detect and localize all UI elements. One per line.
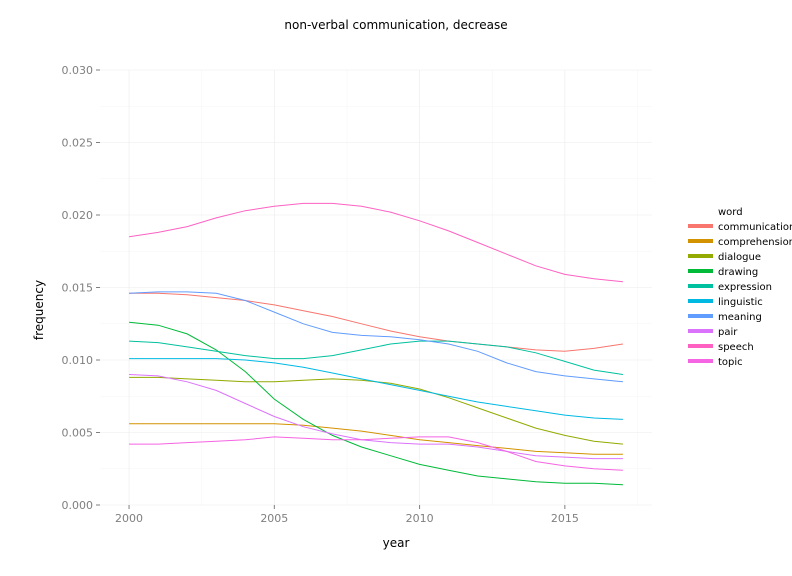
legend-label-drawing: drawing: [718, 267, 758, 278]
y-tick-label: 0.010: [62, 354, 94, 367]
y-tick-label: 0.030: [62, 64, 94, 77]
legend-swatch-speech: [688, 344, 713, 348]
legend-swatch-topic: [688, 359, 713, 363]
legend-swatch-drawing: [688, 269, 713, 273]
y-tick-label: 0.025: [62, 137, 94, 150]
x-tick-label: 2000: [115, 512, 143, 525]
legend: word communication comprehension dialogue d…: [688, 207, 792, 368]
series-line-speech: [129, 202, 623, 283]
grid: [100, 69, 652, 506]
legend-label-comprehension: comprehension: [718, 237, 792, 248]
series-line-linguistic: [129, 358, 623, 420]
y-tick-label: 0.005: [62, 427, 94, 440]
y-tick-label: 0.015: [62, 282, 94, 295]
y-tick-label: 0.020: [62, 209, 94, 222]
series-line-expression: [129, 340, 623, 375]
legend-label-topic: topic: [718, 357, 743, 368]
legend-swatch-meaning: [688, 314, 713, 318]
chart-title: non-verbal communication, decrease: [284, 18, 507, 32]
legend-title: word: [718, 207, 743, 218]
legend-swatch-expression: [688, 284, 713, 288]
legend-label-linguistic: linguistic: [718, 297, 763, 308]
series-line-dialogue: [129, 376, 623, 445]
legend-label-speech: speech: [718, 342, 754, 353]
legend-swatch-dialogue: [688, 254, 713, 258]
series-line-pair: [129, 374, 623, 460]
legend-label-expression: expression: [718, 282, 772, 293]
series-lines: [129, 202, 623, 486]
legend-swatch-linguistic: [688, 299, 713, 303]
y-tick-label: 0.000: [62, 499, 94, 512]
x-tick-label: 2010: [406, 512, 434, 525]
series-line-comprehension: [129, 423, 623, 455]
legend-swatch-pair: [688, 329, 713, 333]
x-axis-title: year: [383, 536, 410, 550]
x-tick-label: 2005: [260, 512, 288, 525]
series-line-drawing: [129, 321, 623, 486]
x-tick-label: 2015: [551, 512, 579, 525]
y-axis-title: frequency: [32, 280, 46, 340]
series-line-meaning: [129, 291, 623, 383]
series-line-communication: [129, 292, 623, 352]
legend-label-communication: communication: [718, 222, 792, 233]
legend-label-dialogue: dialogue: [718, 252, 761, 263]
legend-swatch-comprehension: [688, 239, 713, 243]
axes: 0.000 0.005 0.010 0.015 0.020 0.025 0.030 2000 2…: [62, 64, 579, 525]
legend-label-meaning: meaning: [718, 312, 762, 323]
series-line-topic: [129, 436, 623, 471]
legend-label-pair: pair: [718, 327, 738, 338]
legend-swatch-communication: [688, 224, 713, 228]
